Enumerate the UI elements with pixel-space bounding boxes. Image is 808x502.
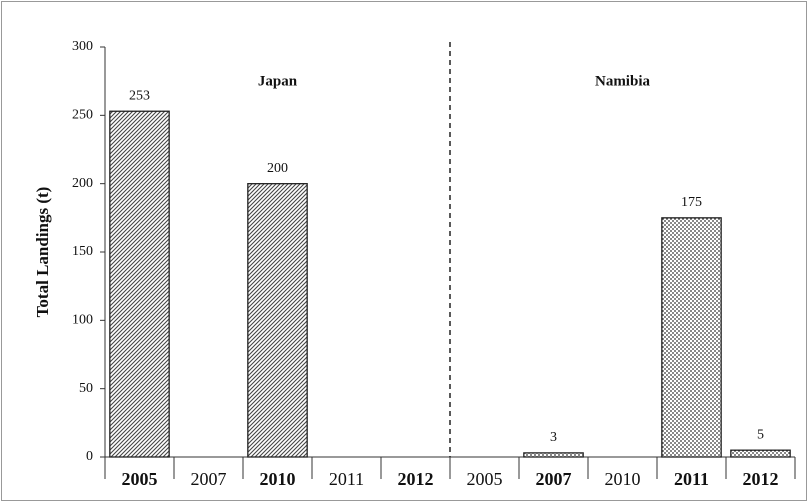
value-label: 253	[129, 88, 150, 103]
y-tick-label: 300	[72, 39, 93, 54]
y-tick-label: 250	[72, 108, 93, 123]
group-label: Namibia	[595, 73, 651, 89]
x-tick-label: 2010	[260, 469, 296, 489]
value-label: 200	[267, 161, 288, 176]
group-label: Japan	[258, 73, 298, 89]
x-tick-label: 2007	[191, 469, 227, 489]
x-tick-label: 2005	[467, 469, 503, 489]
value-label: 5	[757, 427, 764, 442]
x-tick-label: 2011	[674, 469, 709, 489]
y-axis-label: Total Landings (t)	[33, 187, 52, 318]
bar	[523, 452, 584, 458]
y-tick-label: 200	[72, 176, 93, 191]
x-tick-label: 2011	[329, 469, 364, 489]
y-tick-label: 50	[79, 381, 93, 396]
x-tick-label: 2005	[122, 469, 158, 489]
y-tick-label: 0	[86, 449, 93, 464]
x-tick-label: 2010	[605, 469, 641, 489]
value-label: 3	[550, 430, 557, 445]
y-tick-label: 150	[72, 244, 93, 259]
bar	[730, 449, 791, 458]
bar	[247, 183, 308, 458]
bar	[661, 217, 722, 458]
y-tick-label: 100	[72, 313, 93, 328]
x-tick-label: 2012	[398, 469, 434, 489]
value-label: 175	[681, 195, 702, 210]
bar	[109, 110, 170, 458]
x-tick-label: 2007	[536, 469, 572, 489]
x-tick-label: 2012	[743, 469, 779, 489]
